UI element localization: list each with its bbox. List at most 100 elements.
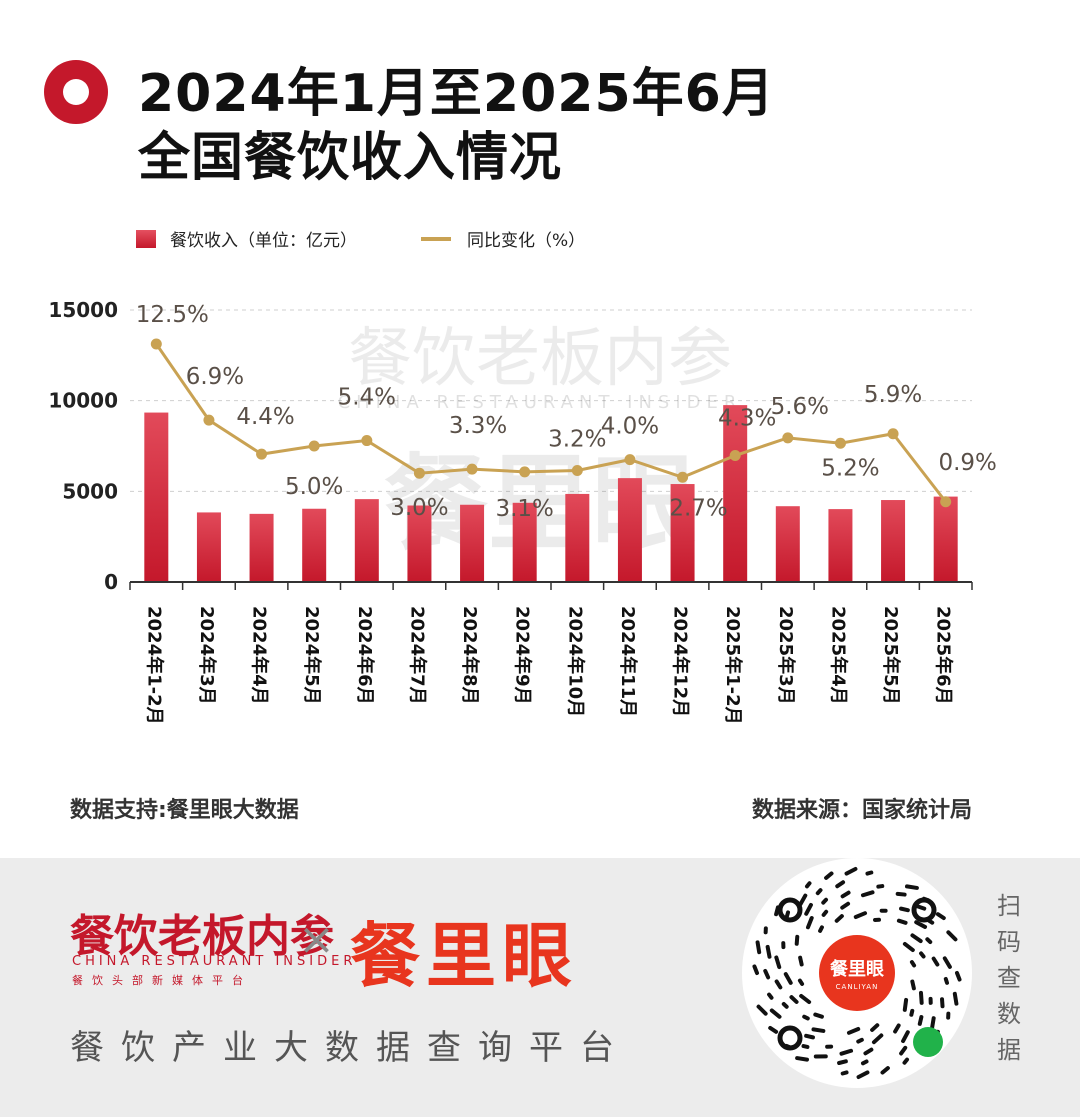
yoy-point: [150, 338, 162, 350]
qr-module: [804, 1033, 815, 1040]
qr-module: [860, 1059, 869, 1066]
qr-module: [930, 1016, 936, 1031]
title-line-2: 全国餐饮收入情况: [138, 128, 563, 188]
mini-program-qr-code[interactable]: 餐里眼 CANLIYAN: [742, 858, 972, 1088]
qr-module: [901, 1030, 910, 1044]
qr-module: [880, 1066, 890, 1075]
qr-module: [856, 1037, 864, 1044]
qr-module: [840, 901, 851, 910]
page-title: 2024年1月至2025年6月 全国餐饮收入情况: [138, 62, 775, 190]
x-tick-label: 2025年1-2月: [722, 606, 744, 725]
qr-module: [811, 1027, 826, 1033]
qr-module: [765, 944, 772, 959]
bar: [407, 505, 432, 582]
bar: [196, 512, 221, 582]
yoy-data-label: 4.4%: [236, 404, 294, 430]
qr-module: [863, 1047, 874, 1056]
qr-code-graphic: 餐里眼 CANLIYAN: [752, 866, 962, 1080]
qr-module: [914, 920, 928, 929]
qr-module: [781, 1001, 789, 1009]
y-tick-label: 5000: [62, 479, 118, 503]
qr-module: [917, 1015, 924, 1026]
brand-footer: 餐饮老板内参 CHINA RESTAURANT INSIDER 餐饮头部新媒体平…: [0, 858, 1080, 1117]
qr-module: [943, 976, 949, 985]
qr-module: [919, 951, 926, 959]
x-tick-label: 2024年9月: [512, 606, 534, 705]
yoy-data-label: 4.3%: [718, 406, 776, 432]
qr-module: [910, 979, 916, 991]
cross-icon: ×: [298, 914, 335, 965]
qr-module: [895, 891, 907, 897]
qr-module: [871, 1033, 884, 1045]
legend-line-label: 同比变化（%）: [467, 231, 586, 251]
qr-module: [870, 1023, 880, 1032]
yoy-point: [519, 466, 531, 478]
yoy-point: [677, 471, 689, 483]
yoy-point: [203, 414, 215, 426]
qr-center-text: 餐里眼: [829, 958, 884, 980]
yoy-line: [155, 343, 947, 503]
qr-module: [893, 1023, 901, 1034]
bar: [933, 496, 958, 582]
yoy-point: [782, 432, 794, 444]
x-tick-label: 2024年3月: [196, 606, 218, 705]
qr-module: [797, 978, 805, 986]
bar: [881, 500, 906, 582]
bar: [828, 509, 853, 582]
brand-logo-neican: 餐饮老板内参: [70, 911, 334, 962]
brand-logo-neican-tag: 餐饮头部新媒体平台: [72, 974, 252, 987]
qr-module: [769, 1008, 782, 1019]
qr-module: [876, 884, 885, 889]
yoy-data-label: 3.0%: [390, 495, 448, 521]
qr-module: [756, 1004, 768, 1016]
legend-line-swatch: [421, 236, 451, 241]
bar: [354, 499, 379, 582]
brand-logo-neican-en: CHINA RESTAURANT INSIDER: [72, 954, 357, 969]
qr-module: [931, 956, 940, 967]
bar: [670, 484, 695, 582]
qr-module: [805, 916, 814, 930]
qr-module: [821, 897, 829, 905]
qr-center-logo: [819, 935, 895, 1011]
yoy-data-label: 0.9%: [938, 450, 996, 476]
y-tick-label: 10000: [48, 389, 118, 413]
yoy-data-label: 5.9%: [864, 382, 922, 408]
qr-module: [774, 955, 782, 970]
qr-module: [835, 880, 846, 889]
qr-module: [752, 964, 759, 975]
qr-module: [801, 1044, 810, 1049]
yoy-point: [361, 435, 373, 447]
qr-module: [813, 1012, 824, 1019]
yoy-point: [308, 440, 320, 452]
yoy-data-label: 4.0%: [601, 414, 659, 440]
chart-legend: 餐饮收入（单位：亿元） 同比变化（%）: [136, 226, 585, 251]
qr-module: [837, 1059, 848, 1066]
qr-module: [946, 930, 958, 942]
qr-module: [768, 1025, 779, 1034]
qr-module: [799, 993, 812, 1005]
qr-module: [896, 918, 908, 925]
yoy-data-label: 3.1%: [495, 496, 553, 522]
qr-module: [925, 937, 933, 945]
bar: [512, 502, 537, 582]
yoy-data-label: 5.0%: [285, 474, 343, 500]
x-tick-label: 2024年12月: [670, 606, 692, 717]
x-tick-label: 2024年11月: [617, 606, 639, 717]
qr-module: [905, 884, 919, 890]
brand-logo-canliyan: 餐里眼: [350, 915, 578, 997]
qr-center-subtext: CANLIYAN: [836, 983, 879, 991]
legend-bar-swatch: [136, 229, 156, 248]
qr-module: [909, 1008, 915, 1017]
bar: [617, 478, 642, 582]
bar: [565, 493, 590, 582]
x-tick-label: 2025年5月: [880, 606, 902, 705]
qr-module: [763, 968, 771, 980]
x-tick-label: 2024年10月: [564, 606, 586, 717]
qr-module: [840, 890, 851, 899]
yoy-data-label: 3.2%: [548, 426, 606, 452]
qr-module: [824, 871, 834, 880]
yoy-point: [624, 454, 636, 466]
yoy-data-label: 2.7%: [669, 495, 727, 521]
yoy-point: [940, 496, 952, 508]
qr-module: [795, 1056, 809, 1062]
